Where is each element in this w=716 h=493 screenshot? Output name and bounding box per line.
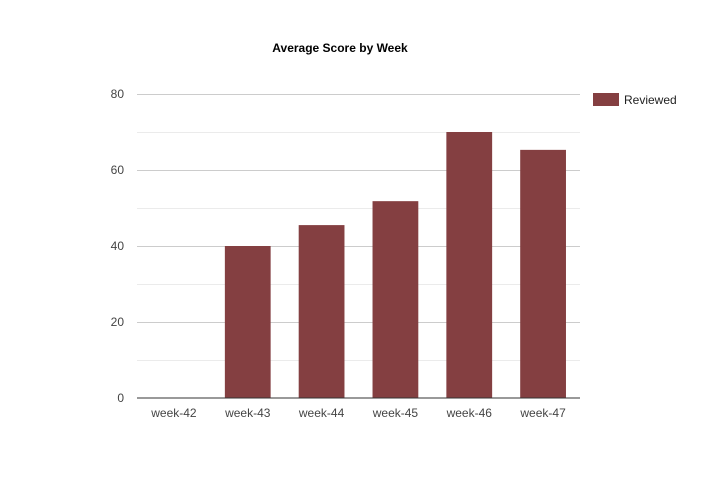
legend: Reviewed bbox=[593, 93, 677, 107]
y-axis-ticks: 0 20 40 60 80 bbox=[111, 87, 125, 405]
y-tick-label: 80 bbox=[111, 87, 125, 101]
x-tick-label: week-46 bbox=[446, 406, 493, 420]
bar-week-44[interactable] bbox=[298, 225, 345, 398]
x-axis-ticks: week-42 week-43 week-44 week-45 week-46 week-… bbox=[150, 406, 566, 420]
grid-lines bbox=[137, 94, 580, 361]
x-tick-label: week-43 bbox=[224, 406, 271, 420]
x-tick-label: week-42 bbox=[150, 406, 197, 420]
bar-week-45[interactable] bbox=[372, 201, 419, 398]
legend-swatch-reviewed bbox=[593, 93, 619, 106]
x-tick-label: week-44 bbox=[298, 406, 345, 420]
bar-week-47[interactable] bbox=[520, 149, 566, 398]
chart-title: Average Score by Week bbox=[272, 41, 408, 55]
bars bbox=[224, 132, 566, 398]
x-tick-label: week-47 bbox=[519, 406, 566, 420]
y-tick-label: 0 bbox=[117, 391, 124, 405]
y-tick-label: 40 bbox=[111, 239, 125, 253]
bar-week-46[interactable] bbox=[446, 132, 493, 398]
legend-label-reviewed: Reviewed bbox=[624, 93, 677, 107]
y-tick-label: 60 bbox=[111, 163, 125, 177]
x-tick-label: week-45 bbox=[372, 406, 419, 420]
y-tick-label: 20 bbox=[111, 315, 125, 329]
bar-week-43[interactable] bbox=[224, 246, 271, 398]
